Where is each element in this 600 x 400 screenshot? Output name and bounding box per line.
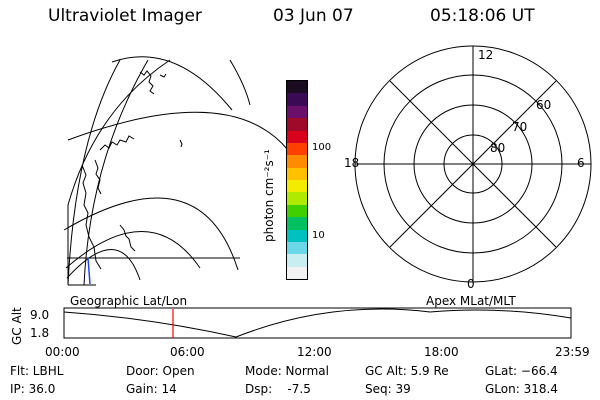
- glat-readout: GLat: −66.4: [485, 364, 558, 378]
- map-grid-arc: [65, 231, 201, 269]
- mlt-line-diag2: [389, 80, 557, 248]
- mlat-label-60: 60: [536, 98, 552, 112]
- coastline: [179, 139, 183, 148]
- gc-alt-readout: GC Alt: 5.9 Re: [365, 364, 449, 378]
- map-grid-arc: [63, 197, 239, 271]
- ip-readout: IP: 36.0: [10, 382, 56, 396]
- altitude-curve: [63, 308, 572, 338]
- orbit-x-tick-0600: 06:00: [170, 345, 205, 359]
- colorbar-swatch: [287, 130, 307, 143]
- coastline: [159, 73, 167, 78]
- colorbar-swatch: [287, 155, 307, 168]
- mode-readout: Mode: Normal: [245, 364, 329, 378]
- colorbar-swatch: [287, 254, 307, 267]
- track-line: [87, 257, 91, 285]
- mlt-label-12: 12: [478, 48, 494, 62]
- colorbar-tick-10: 10: [312, 230, 325, 241]
- orbit-x-tick-1800: 18:00: [424, 345, 459, 359]
- colorbar-swatch: [287, 105, 307, 119]
- orbit-x-tick-2359: 23:59: [555, 345, 590, 359]
- coastline: [94, 159, 102, 195]
- colorbar-tick-100: 100: [312, 142, 332, 153]
- colorbar-swatch: [287, 241, 307, 255]
- colorbar: [286, 80, 308, 280]
- map-grid-meridian: [67, 59, 121, 286]
- map-grid-arc: [111, 56, 233, 111]
- mlt-label-6: 6: [577, 156, 585, 170]
- time-label: 05:18:06 UT: [430, 6, 535, 26]
- colorbar-swatch: [287, 180, 307, 193]
- date-label: 03 Jun 07: [273, 6, 354, 26]
- map-boundary: [67, 59, 171, 285]
- colorbar-swatch: [287, 217, 307, 230]
- seq-readout: Seq: 39: [365, 382, 411, 396]
- coastline: [139, 70, 155, 95]
- colorbar-swatch: [287, 118, 307, 131]
- orbit-y-tick-high: 9.0: [30, 308, 50, 322]
- coastline: [81, 164, 102, 270]
- map-grid-arc: [67, 111, 289, 151]
- colorbar-swatch: [287, 204, 307, 218]
- colorbar-swatch: [287, 142, 307, 156]
- map-grid-meridian: [83, 59, 149, 286]
- orbit-frame: [63, 307, 572, 339]
- orbit-x-tick-0000: 00:00: [45, 345, 80, 359]
- map-grid-meridian: [229, 59, 251, 106]
- dsp-readout: Dsp: -7.5: [245, 382, 311, 396]
- coastline: [119, 224, 136, 252]
- colorbar-swatch: [287, 93, 307, 106]
- colorbar-swatch: [287, 81, 307, 94]
- coastline: [99, 135, 135, 151]
- orbit-x-tick-1200: 12:00: [297, 345, 332, 359]
- colorbar-swatch: [287, 192, 307, 205]
- orbit-right-label: Apex MLat/MLT: [426, 294, 516, 308]
- orbit-left-label: Geographic Lat/Lon: [70, 294, 188, 308]
- map-grid-arc: [66, 249, 141, 281]
- colorbar-swatch: [287, 266, 307, 279]
- door-readout: Door: Open: [126, 364, 195, 378]
- orbit-y-tick-low: 1.8: [30, 326, 50, 340]
- mlt-label-0: 0: [467, 277, 475, 291]
- mlt-label-18: 18: [344, 156, 360, 170]
- glon-readout: GLon: 318.4: [485, 382, 558, 396]
- mlat-label-80: 80: [490, 141, 506, 155]
- filter-readout: Flt: LBHL: [10, 364, 64, 378]
- instrument-title: Ultraviolet Imager: [48, 6, 202, 26]
- mlat-label-70: 70: [512, 120, 528, 134]
- colorbar-swatch: [287, 167, 307, 180]
- gain-readout: Gain: 14: [126, 382, 177, 396]
- colorbar-swatch: [287, 229, 307, 242]
